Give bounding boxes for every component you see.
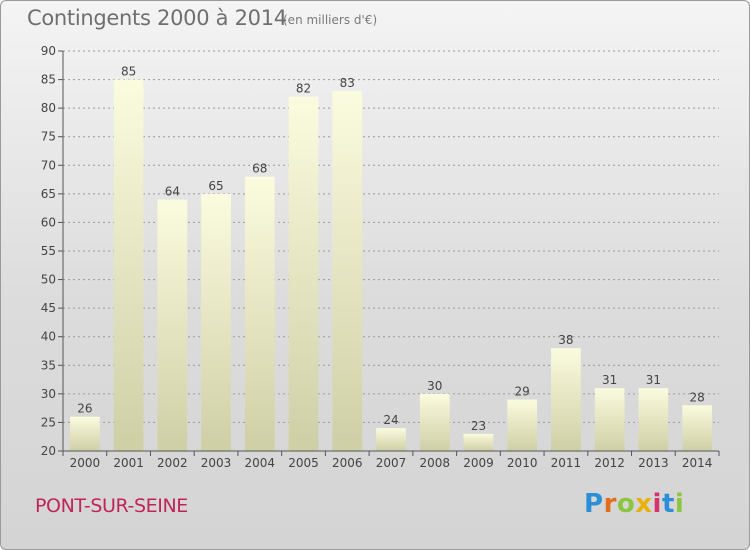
- data-label: 82: [296, 82, 311, 96]
- bar: [201, 193, 231, 451]
- data-label: 31: [602, 373, 617, 387]
- bar: [419, 393, 450, 451]
- bar: [157, 199, 188, 451]
- x-tick-label: 2012: [594, 456, 625, 470]
- place-name: PONT-SUR-SEINE: [35, 495, 188, 517]
- y-tick-label: 45: [41, 301, 56, 315]
- bar: [288, 96, 319, 451]
- bar: [332, 91, 363, 451]
- bars: [69, 79, 713, 452]
- y-tick-label: 90: [41, 44, 56, 58]
- x-tick-label: 2011: [551, 456, 582, 470]
- x-tick-label: 2007: [376, 456, 407, 470]
- data-label: 31: [646, 373, 661, 387]
- data-label: 68: [252, 162, 267, 176]
- x-tick-label: 2004: [245, 456, 276, 470]
- y-tick-label: 85: [41, 73, 56, 87]
- bar: [113, 79, 144, 452]
- data-label: 65: [208, 179, 223, 193]
- bar: [244, 176, 275, 451]
- bar: [682, 405, 713, 451]
- y-tick-label: 55: [41, 244, 56, 258]
- bar: [69, 416, 100, 451]
- x-tick-label: 2010: [507, 456, 538, 470]
- x-tick-label: 2006: [332, 456, 363, 470]
- y-tick-label: 65: [41, 187, 56, 201]
- data-label: 64: [165, 185, 180, 199]
- x-tick-label: 2013: [638, 456, 669, 470]
- axes: [58, 50, 720, 456]
- y-tick-label: 50: [41, 273, 56, 287]
- data-label: 29: [515, 385, 530, 399]
- data-label: 85: [121, 65, 136, 79]
- bar: [376, 428, 406, 451]
- chart-title: Contingents 2000 à 2014: [27, 6, 287, 30]
- x-tick-label: 2000: [70, 456, 101, 470]
- y-tick-label: 80: [41, 101, 56, 115]
- y-tick-label: 30: [41, 387, 56, 401]
- bar: [463, 433, 494, 451]
- y-tick-label: 60: [41, 215, 56, 229]
- x-tick-label: 2005: [288, 456, 319, 470]
- data-label: 30: [427, 379, 442, 393]
- y-tick-label: 70: [41, 158, 56, 172]
- x-tick-label: 2009: [463, 456, 494, 470]
- x-tick-label: 2003: [201, 456, 232, 470]
- y-tick-label: 20: [41, 444, 56, 458]
- bar: [638, 388, 669, 451]
- y-tick-label: 25: [41, 415, 56, 429]
- data-label: 38: [558, 333, 573, 347]
- x-tick-label: 2014: [682, 456, 713, 470]
- bar: [594, 388, 625, 451]
- bar: [507, 399, 538, 451]
- data-label: 23: [471, 419, 486, 433]
- data-label: 24: [383, 413, 398, 427]
- proxiti-logo: Proxiti: [584, 489, 685, 519]
- x-tick-label: 2008: [419, 456, 450, 470]
- y-tick-label: 75: [41, 130, 56, 144]
- y-tick-label: 40: [41, 330, 56, 344]
- y-tick-label: 35: [41, 358, 56, 372]
- data-label: 28: [689, 390, 704, 404]
- data-label: 26: [77, 402, 92, 416]
- x-tick-label: 2001: [113, 456, 144, 470]
- chart-unit: (en milliers d'€): [283, 13, 378, 27]
- bar: [551, 348, 581, 451]
- data-label: 83: [340, 76, 355, 90]
- labels: 20 25 30 35 40 45 50 55 60 65 70 75 80 85 90 26 2000 85 20…: [41, 44, 713, 470]
- x-tick-label: 2002: [157, 456, 188, 470]
